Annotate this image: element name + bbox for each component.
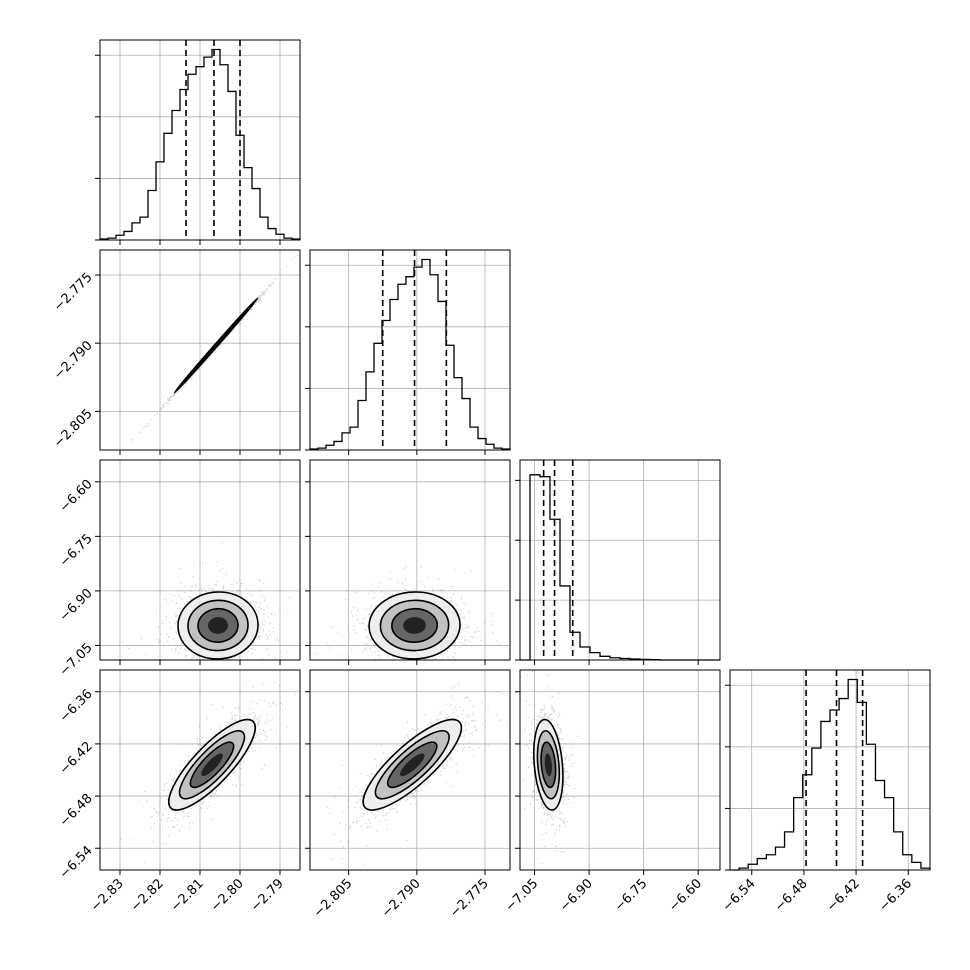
panel-content — [322, 673, 510, 865]
histogram-p3 — [520, 474, 720, 661]
xtick-label: −6.42 — [824, 876, 863, 915]
scatter-panel-1-4: −6.54 −6.48 −6.42 −6.36 — [57, 669, 301, 882]
scatter-panel-3-4 — [515, 669, 721, 871]
scatter-panel-1-2: −2.805 −2.790 −2.775 — [51, 249, 301, 455]
xtick-label: −6.60 — [666, 876, 705, 915]
ytick-label: −6.42 — [57, 739, 96, 778]
xtick-label: −6.54 — [720, 876, 759, 915]
ytick-label: −2.805 — [51, 406, 96, 451]
hist-frame — [519, 459, 721, 661]
density-contour-4 — [544, 753, 553, 777]
panel-content — [315, 566, 500, 660]
panel-content — [120, 682, 296, 864]
panel-content — [523, 670, 578, 865]
histogram-p1 — [99, 48, 301, 240]
density-contour-4 — [205, 333, 227, 358]
scatter-panel-1-3: −7.05 −6.90 −6.75 −6.60 — [57, 459, 301, 680]
histogram-p2 — [309, 258, 511, 450]
hist-frame — [309, 249, 511, 451]
panel-content — [131, 255, 299, 443]
xtick-label: −2.775 — [447, 876, 492, 921]
xtick-label: −2.79 — [248, 876, 287, 915]
xaxis-4: −6.54 −6.48 −6.42 −6.36 — [720, 870, 915, 915]
xtick-label: −2.83 — [88, 876, 127, 915]
hist-panel-3 — [515, 459, 721, 661]
ytick-label: −6.54 — [57, 843, 96, 882]
ytick-label: −7.05 — [57, 641, 96, 680]
density-contour-4 — [400, 753, 425, 777]
density-contour-4 — [207, 617, 228, 634]
ytick-label: −6.75 — [57, 531, 96, 570]
scatter-panel-2-3 — [305, 459, 511, 665]
scatter-frame — [309, 459, 511, 661]
histogram-p4 — [730, 678, 931, 871]
scatter-frame — [309, 669, 511, 871]
scatter-frame — [519, 669, 721, 871]
xtick-label: −2.805 — [311, 876, 356, 921]
hist-panel-2 — [305, 249, 511, 451]
xtick-label: −2.790 — [379, 876, 424, 921]
hist-panel-1 — [95, 39, 301, 241]
xtick-label: −6.90 — [557, 876, 596, 915]
ytick-label: −6.36 — [57, 687, 96, 726]
xtick-label: −7.05 — [503, 876, 542, 915]
hist-panel-4 — [725, 669, 931, 871]
xaxis-1: −2.83 −2.82 −2.81 −2.80 −2.79 — [88, 240, 287, 915]
density-contour-4 — [403, 617, 426, 634]
xtick-label: −2.80 — [208, 876, 247, 915]
xtick-label: −2.82 — [128, 876, 167, 915]
xaxis-3: −7.05 −6.90 −6.75 −6.60 — [503, 660, 705, 915]
xtick-label: −6.36 — [876, 876, 915, 915]
xtick-label: −6.48 — [772, 876, 811, 915]
scatter-panel-2-4 — [305, 669, 511, 871]
xtick-label: −2.81 — [168, 876, 207, 915]
xtick-label: −6.75 — [612, 876, 651, 915]
xaxis-2: −2.805 −2.790 −2.775 — [311, 450, 492, 921]
ytick-label: −6.48 — [57, 791, 96, 830]
hist-frame — [729, 669, 931, 871]
ytick-label: −6.90 — [57, 586, 96, 625]
density-contour-4 — [201, 753, 223, 777]
ytick-label: −2.790 — [51, 338, 96, 383]
panel-content — [122, 541, 291, 660]
ytick-label: −6.60 — [57, 477, 96, 516]
ytick-label: −2.775 — [51, 270, 96, 315]
